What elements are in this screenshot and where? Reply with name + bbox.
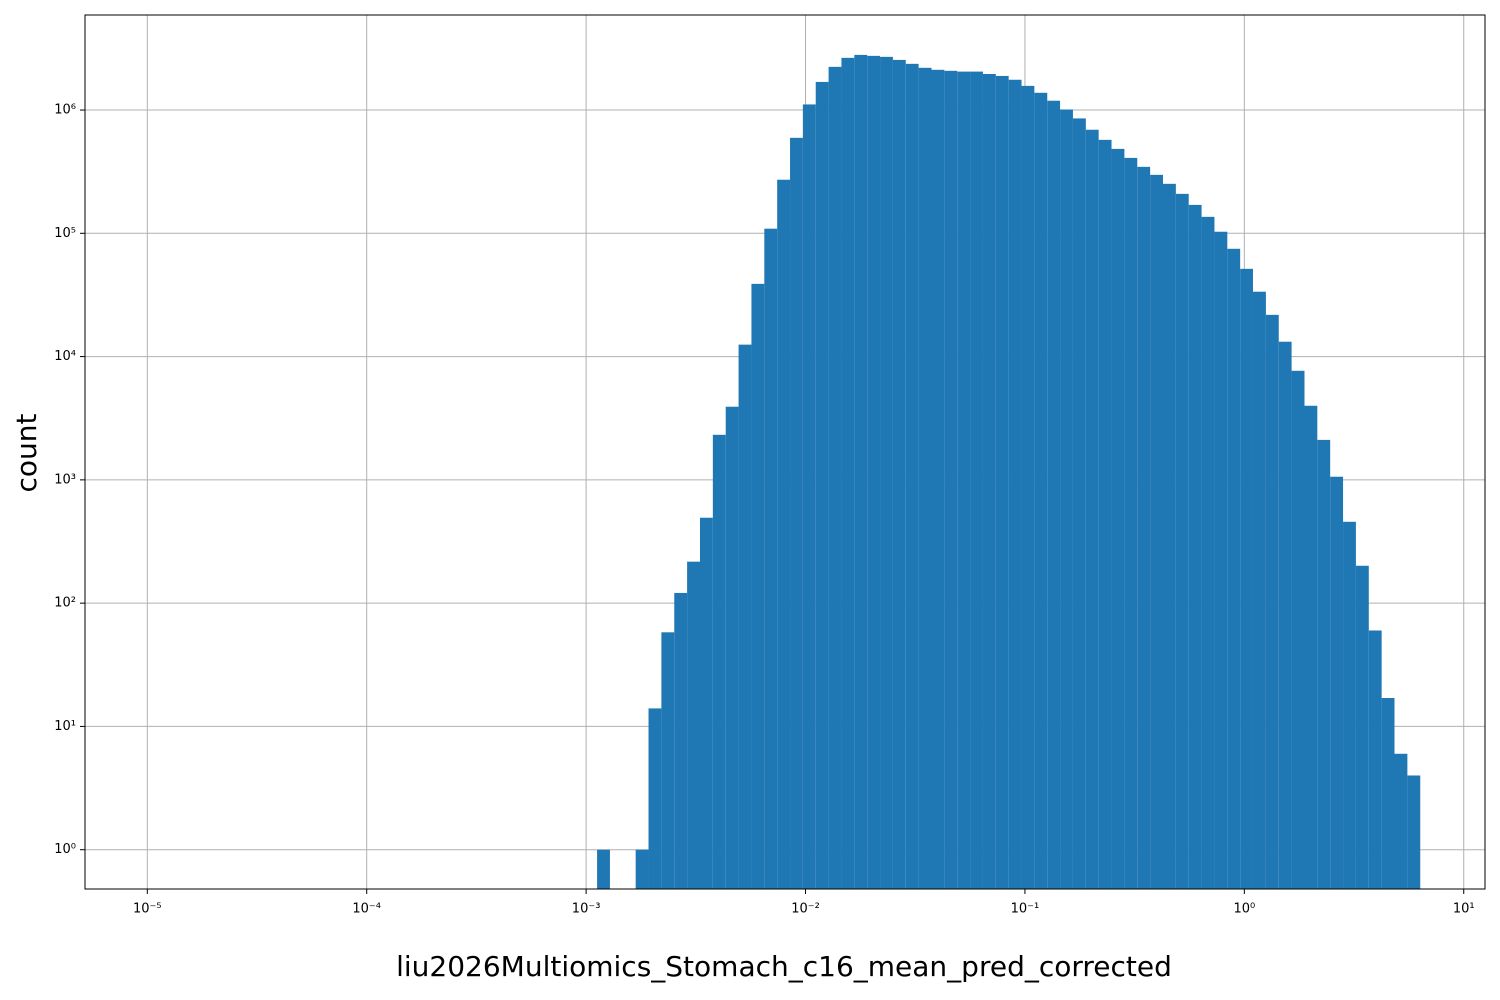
bar: [1240, 268, 1253, 890]
bar: [1343, 521, 1356, 889]
bar: [1188, 204, 1202, 890]
y-tick-label: 10¹: [54, 719, 76, 734]
bar: [1252, 291, 1266, 889]
x-axis-label: liu2026Multiomics_Stomach_c16_mean_pred_…: [396, 950, 1172, 983]
y-tick-label: 10²: [54, 596, 76, 611]
bar: [1098, 139, 1112, 889]
x-tick-label: 10⁰: [1233, 902, 1255, 917]
bar: [1085, 129, 1099, 890]
y-tick-label: 10⁵: [54, 226, 76, 241]
bar: [1368, 630, 1382, 889]
bar: [815, 81, 829, 889]
bar: [1291, 370, 1305, 889]
bar: [790, 137, 803, 890]
bar: [1227, 248, 1241, 889]
bar: [918, 67, 932, 889]
bar: [1008, 79, 1022, 889]
bar: [661, 632, 675, 889]
bar: [751, 283, 765, 889]
bar: [635, 849, 649, 889]
bar: [1407, 775, 1421, 889]
bar: [1111, 148, 1125, 890]
bar: [1021, 85, 1035, 890]
bar: [802, 104, 816, 889]
bar: [1034, 92, 1048, 889]
bar: [1355, 565, 1369, 889]
bar: [777, 179, 791, 890]
y-tick-label: 10⁰: [54, 842, 76, 857]
bar: [1278, 341, 1292, 889]
bar: [1330, 476, 1344, 889]
bar: [841, 57, 855, 889]
bar: [1150, 174, 1164, 890]
bar: [648, 708, 662, 889]
bar: [944, 70, 958, 889]
bar: [1265, 314, 1279, 889]
bar: [957, 71, 971, 889]
bar: [1047, 100, 1061, 890]
bar: [931, 69, 945, 889]
y-tick-label: 10³: [54, 472, 76, 487]
bar: [674, 592, 688, 889]
bar: [867, 55, 881, 889]
bar: [995, 75, 1009, 889]
x-tick-label: 10¹: [1453, 902, 1475, 917]
x-tick-label: 10⁻⁴: [352, 902, 381, 917]
x-tick-label: 10⁻¹: [1011, 902, 1040, 917]
y-axis-label: count: [10, 413, 43, 492]
bar: [764, 228, 778, 889]
bar: [1072, 118, 1086, 890]
bar: [1317, 439, 1331, 889]
bar: [828, 66, 842, 890]
x-tick-label: 10⁻³: [572, 902, 601, 917]
bar: [982, 74, 996, 889]
bar: [1304, 405, 1318, 889]
bar: [1137, 166, 1151, 890]
bar: [905, 63, 919, 890]
bar: [699, 517, 713, 889]
bar: [1163, 183, 1176, 889]
bar: [970, 71, 983, 889]
bar: [1175, 193, 1189, 889]
bar: [1394, 753, 1408, 889]
bar: [854, 54, 868, 889]
bar: [687, 561, 700, 889]
bar: [1124, 157, 1138, 889]
bar: [725, 406, 739, 889]
x-tick-label: 10⁻²: [791, 902, 820, 917]
plot-frame: [84, 14, 1486, 890]
bar: [1201, 216, 1215, 889]
x-tick-label: 10⁻⁵: [133, 902, 162, 917]
bar: [597, 849, 610, 889]
y-tick-label: 10⁶: [54, 103, 76, 118]
bar: [1214, 231, 1228, 890]
y-tick-label: 10⁴: [54, 349, 76, 364]
bar: [880, 56, 893, 890]
bar: [892, 59, 906, 890]
bar: [1060, 109, 1073, 889]
bar: [712, 434, 726, 889]
bar: [1381, 698, 1395, 889]
bar: [738, 344, 752, 889]
